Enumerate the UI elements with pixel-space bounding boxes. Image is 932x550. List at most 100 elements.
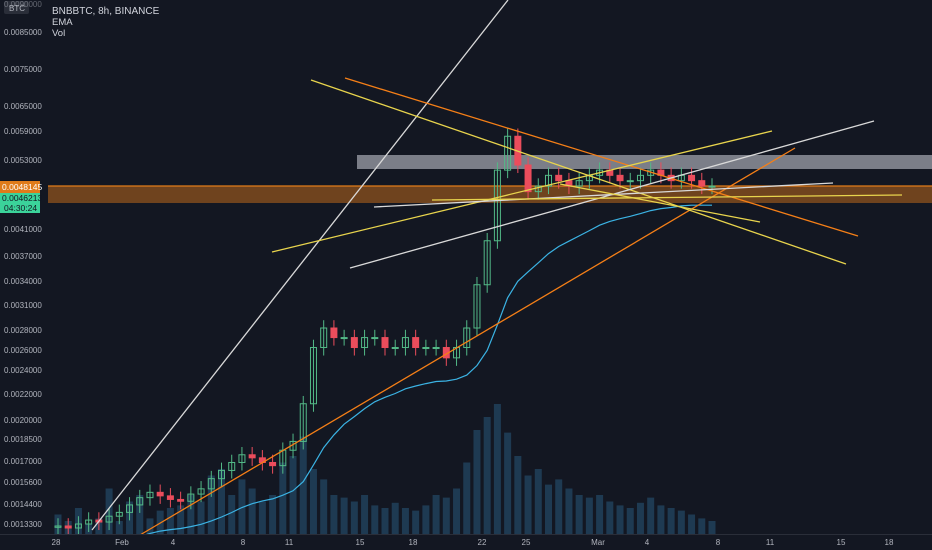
candle-body xyxy=(463,327,471,349)
candle-body xyxy=(105,515,113,523)
volume-bar xyxy=(299,436,307,534)
volume-bar xyxy=(136,495,144,534)
candle-body xyxy=(115,511,123,517)
candle-body xyxy=(401,337,409,349)
volume-bar xyxy=(647,497,655,534)
volume-bar xyxy=(524,475,532,534)
time-tick-label: 28 xyxy=(52,538,61,547)
candle-body xyxy=(698,180,706,187)
ema-price-value: 0.0046213 xyxy=(2,193,42,203)
candle-body xyxy=(146,491,154,499)
yellow-trend-line[interactable] xyxy=(559,183,761,223)
volume-bar xyxy=(248,488,256,534)
candle-body xyxy=(493,169,501,242)
price-tick-label: 0.0018500 xyxy=(4,435,42,444)
volume-bar xyxy=(207,475,215,534)
volume-bar xyxy=(166,508,174,534)
candle-body xyxy=(636,174,644,182)
time-tick-label: 15 xyxy=(837,538,846,547)
candle-body xyxy=(330,327,338,339)
candle-body xyxy=(432,347,440,350)
indicator-ema: EMA xyxy=(52,17,73,28)
time-tick-label: 22 xyxy=(478,538,487,547)
candle-body xyxy=(688,174,696,182)
candle-body xyxy=(177,498,185,502)
candle-body xyxy=(575,180,583,187)
price-tick-label: 0.0026000 xyxy=(4,346,42,355)
volume-bar xyxy=(606,501,614,534)
time-tick-label: 11 xyxy=(766,538,775,547)
candle-body xyxy=(381,337,389,349)
orange-trend-line[interactable] xyxy=(139,147,796,536)
candle-body xyxy=(248,454,256,459)
volume-bar xyxy=(636,502,644,534)
current-price-label: 0.00481​45 xyxy=(0,181,42,193)
volume-bar xyxy=(187,495,195,534)
volume-bar xyxy=(545,484,552,534)
candle-body xyxy=(207,478,215,490)
price-tick-label: 0.0034000 xyxy=(4,277,42,286)
yellow-trend-line[interactable] xyxy=(310,79,847,265)
volume-bar xyxy=(361,495,369,534)
price-tick-label: 0.0022000 xyxy=(4,390,42,399)
time-tick-label: 18 xyxy=(885,538,894,547)
price-tick-label: 0.0014400 xyxy=(4,500,42,509)
price-tick-label: 0.0065000 xyxy=(4,102,42,111)
yellow-trend-line[interactable] xyxy=(431,194,903,201)
volume-bar xyxy=(258,501,266,534)
candles xyxy=(54,128,716,537)
volume-bar xyxy=(575,495,583,534)
volume-bar xyxy=(269,495,277,534)
candle-body xyxy=(473,284,481,329)
time-tick-label: 25 xyxy=(522,538,531,547)
volume-bar xyxy=(340,497,348,534)
support-band xyxy=(0,186,932,203)
volume-bar xyxy=(391,502,399,534)
volume-bar xyxy=(228,495,236,534)
volume-bar xyxy=(238,479,246,534)
legend: BTC 0.0090000 BNBBTC, 8h, BINANCE EMA Vo… xyxy=(4,0,160,39)
volume-bar xyxy=(401,508,409,534)
price-axis-panel[interactable] xyxy=(0,0,48,534)
volume-bar xyxy=(350,501,358,534)
time-axis-panel[interactable] xyxy=(0,534,932,550)
candle-body xyxy=(340,337,348,340)
volume-bar xyxy=(483,417,491,534)
yellow-trend-line[interactable] xyxy=(271,130,773,253)
volume-bar xyxy=(463,462,471,534)
price-tick-label: 0.0041000 xyxy=(4,225,42,234)
candle-body xyxy=(391,347,399,350)
volume-bar xyxy=(381,508,389,534)
trend-lines[interactable] xyxy=(91,0,903,536)
candle-body xyxy=(708,185,716,188)
candle-body xyxy=(126,504,134,513)
volume-bar xyxy=(371,505,379,534)
candle-body xyxy=(596,169,604,176)
price-tick-label: 0.0037000 xyxy=(4,252,42,261)
candle-body xyxy=(218,469,225,480)
volume-bar xyxy=(442,497,450,534)
orange-trend-line[interactable] xyxy=(344,77,859,237)
time-tick-label: 4 xyxy=(645,538,650,547)
candle-body xyxy=(74,523,82,529)
candle-body xyxy=(238,454,246,463)
candle-body xyxy=(136,497,144,506)
white-trend-line[interactable] xyxy=(373,182,834,208)
candle-body xyxy=(228,461,236,471)
price-tick-label: 0.0013300 xyxy=(4,520,42,529)
volume-bar xyxy=(596,495,604,534)
candle-body xyxy=(309,347,317,405)
currency-badge[interactable] xyxy=(4,1,29,14)
white-trend-line[interactable] xyxy=(91,0,509,531)
volume-bar xyxy=(320,479,328,534)
volume-bar xyxy=(330,495,338,534)
candle-body xyxy=(197,488,205,495)
volume-bar xyxy=(708,521,716,534)
time-tick-label: Feb xyxy=(115,538,129,547)
time-tick-label: 11 xyxy=(285,538,294,547)
volume-bar xyxy=(667,508,675,534)
candle-body xyxy=(483,240,491,286)
volume-bar xyxy=(197,501,205,534)
currency-badge-label: BTC xyxy=(9,4,25,13)
